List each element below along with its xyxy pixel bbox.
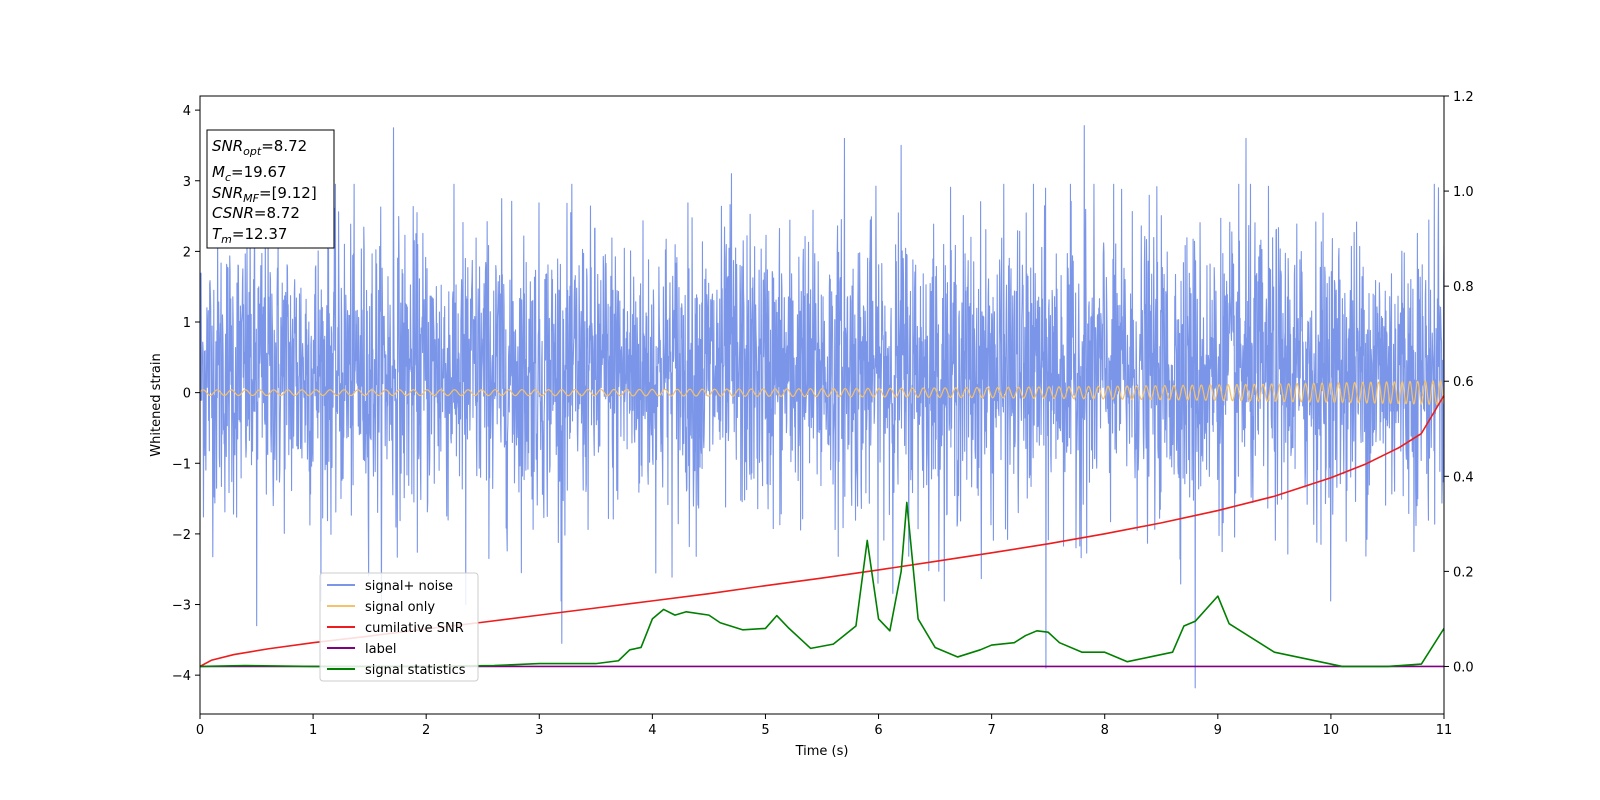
legend-label: signal statistics: [365, 663, 466, 678]
legend-frame: [319, 572, 479, 682]
y2-tick-label: 0.8: [1453, 280, 1474, 295]
y-tick-label: 4: [183, 104, 191, 119]
x-tick-label: 0: [196, 723, 204, 738]
x-tick-label: 8: [1101, 723, 1109, 738]
stat-line-m-c: Mc=19.67: [212, 163, 287, 184]
x-axis-label: Time (s): [795, 744, 849, 759]
legend-label: label: [365, 642, 396, 657]
x-tick-label: 11: [1436, 723, 1453, 738]
stats-lines: SNRopt=8.72 Mc=19.67SNRMF=[9.12]CSNR=8.72…: [212, 137, 317, 246]
x-tick-label: 9: [1214, 723, 1222, 738]
x-tick-label: 5: [761, 723, 769, 738]
y2-tick-label: 0.2: [1453, 565, 1474, 580]
y2-tick-label: 0.0: [1453, 660, 1474, 675]
legend-label: signal only: [365, 600, 435, 615]
x-tick-label: 2: [422, 723, 430, 738]
y2-tick-label: 0.6: [1453, 375, 1474, 390]
y2-tick-label: 0.4: [1453, 470, 1474, 485]
legend-label: cumilative SNR: [365, 621, 464, 636]
stat-line-t-m: Tm=12.37: [212, 225, 287, 246]
y-tick-label: 1: [183, 316, 191, 331]
y-axis-label: Whitened strain: [149, 353, 164, 456]
y2-tick-label: 1.2: [1453, 90, 1474, 105]
x-tick-label: 7: [987, 723, 995, 738]
y-tick-label: −2: [172, 528, 191, 543]
x-tick-label: 4: [648, 723, 656, 738]
series-line-signal-statistics: [200, 501, 1444, 668]
stat-line-csnr: CSNR=8.72: [212, 204, 300, 222]
stat-line-snr-opt: SNRopt=8.72: [212, 137, 307, 158]
y-tick-label: 3: [183, 175, 191, 190]
legend-entries: signal+ noise signal only cumilative SNR la…: [327, 579, 466, 678]
stat-line-snr-mf: SNRMF=[9.12]: [212, 184, 317, 205]
y-tick-label: 0: [183, 387, 191, 402]
x-tick-label: 1: [309, 723, 317, 738]
stats-box: SNRopt=8.72 Mc=19.67SNRMF=[9.12]CSNR=8.72…: [206, 129, 335, 249]
y-tick-label: −3: [172, 599, 191, 614]
series-line-signal-only: [200, 380, 1444, 405]
legend-entry-signal-noise: signal+ noise: [327, 579, 453, 594]
plot-frame: [199, 95, 1445, 715]
y2-tick-label: 1.0: [1453, 185, 1474, 200]
y-tick-label: −1: [172, 457, 191, 472]
ticks-layer: 0 1 2 3 4 5 6 7 8 9 10 1143210−1−2−3−41.21.00.80.60…: [172, 90, 1474, 738]
legend-entry-label: label: [327, 642, 396, 657]
legend: signal+ noise signal only cumilative SNR la…: [319, 572, 479, 682]
legend-label: signal+ noise: [365, 579, 453, 594]
y-tick-label: 2: [183, 245, 191, 260]
x-tick-label: 10: [1323, 723, 1340, 738]
legend-entry-signal-statistics: signal statistics: [327, 663, 466, 678]
y-tick-label: −4: [172, 669, 191, 684]
legend-entry-signal-only: signal only: [327, 600, 435, 615]
stats-box-frame: [206, 129, 335, 249]
x-tick-label: 6: [874, 723, 882, 738]
x-tick-label: 3: [535, 723, 543, 738]
series-line-signal-noise: [200, 125, 1444, 689]
legend-entry-cumilative-snr: cumilative SNR: [327, 621, 464, 636]
